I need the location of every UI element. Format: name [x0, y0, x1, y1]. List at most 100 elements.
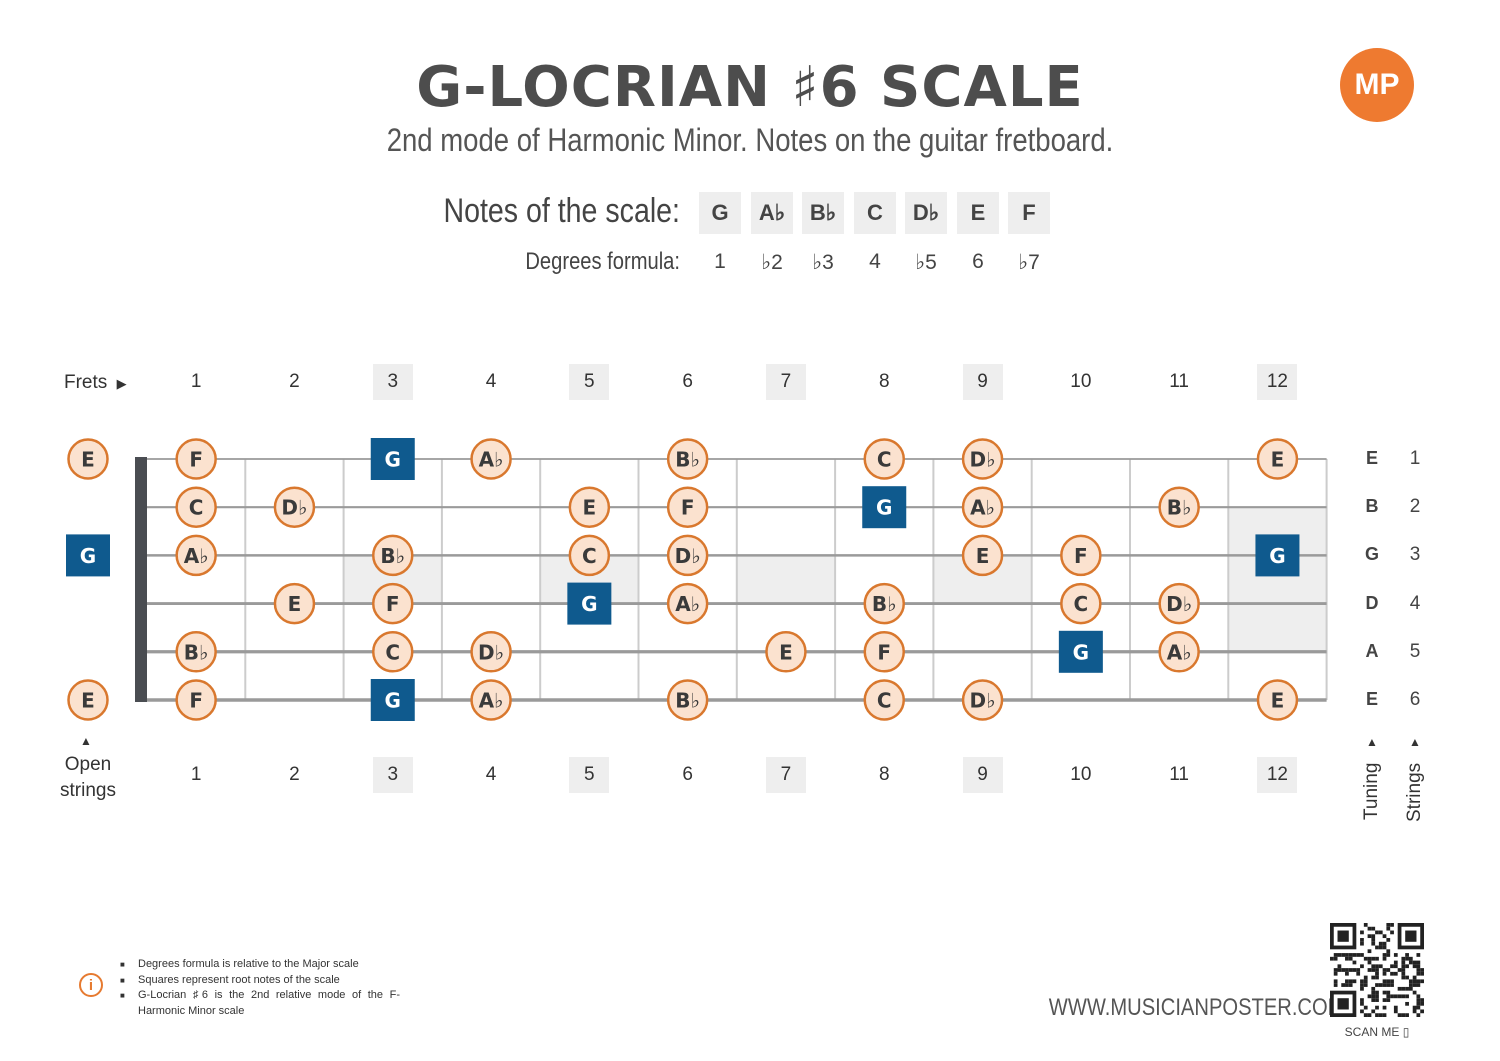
- qr-module: [1367, 1013, 1372, 1017]
- qr-module: [1420, 1001, 1424, 1006]
- note-label: F: [1074, 544, 1088, 568]
- open-strings-label-line2: strings: [60, 780, 116, 801]
- note-label: D♭: [478, 640, 504, 664]
- qr-module: [1360, 953, 1364, 957]
- fret-number: 9: [962, 364, 1003, 400]
- qr-module: [1363, 1013, 1368, 1017]
- qr-module: [1337, 953, 1342, 957]
- page-subtitle: 2nd mode of Harmonic Minor. Notes on the…: [386, 122, 1114, 158]
- fret-number: 8: [878, 371, 890, 392]
- qr-module: [1371, 986, 1376, 991]
- qr-module: [1408, 960, 1413, 965]
- qr-module: [1371, 968, 1376, 972]
- frets-label: Frets ▶: [64, 372, 127, 394]
- qr-module: [1382, 953, 1387, 957]
- qr-module: [1345, 956, 1349, 961]
- note-circle: [1060, 534, 1102, 577]
- qr-module: [1416, 1001, 1421, 1006]
- qr-module: [1375, 956, 1379, 961]
- qr-module: [1416, 1013, 1421, 1017]
- qr-module: [1378, 930, 1383, 935]
- qr-module: [1408, 983, 1413, 987]
- qr-module: [1333, 971, 1338, 976]
- note-label: B♭: [675, 689, 700, 713]
- fret-number: 12: [1257, 364, 1298, 400]
- scale-notes-label: Notes of the scale:: [443, 192, 680, 230]
- qr-module: [1416, 971, 1421, 976]
- fret-number: 7: [765, 364, 806, 400]
- qr-module: [1371, 926, 1376, 931]
- qr-module: [1375, 1013, 1379, 1017]
- note-circle: [175, 438, 217, 480]
- qr-module: [1393, 964, 1398, 969]
- string-number: 4: [1409, 592, 1421, 614]
- qr-module: [1345, 971, 1349, 976]
- fret-number: 2: [289, 764, 300, 785]
- qr-module: [1412, 979, 1417, 984]
- tuning-label: Tuning: [1361, 762, 1382, 820]
- note-label: G: [1073, 640, 1089, 664]
- scan-me-text: SCAN ME: [1344, 1025, 1400, 1039]
- website-link[interactable]: WWW.MUSICIANPOSTER.COM: [1048, 994, 1345, 1021]
- note-circle: [67, 679, 109, 721]
- scale-note: F: [1008, 192, 1050, 234]
- note-circle: [1158, 582, 1200, 625]
- tuning-note: G: [1364, 544, 1379, 565]
- frets-label-text: Frets: [64, 372, 108, 393]
- qr-module: [1337, 968, 1342, 972]
- qr-module: [1386, 953, 1391, 957]
- fret-number: 4: [485, 371, 497, 392]
- qr-module: [1356, 971, 1361, 976]
- qr-module: [1341, 968, 1346, 972]
- qr-module: [1375, 975, 1379, 980]
- qr-module: [1371, 938, 1376, 942]
- qr-module: [1390, 971, 1394, 976]
- scale-note: E: [957, 192, 999, 234]
- qr-module: [1345, 983, 1349, 987]
- open-strings-label: Open strings: [50, 752, 126, 804]
- qr-module: [1363, 983, 1368, 987]
- note-circle: [175, 534, 217, 577]
- qr-module: [1382, 983, 1387, 987]
- qr-module: [1375, 964, 1379, 969]
- note-circle: [961, 438, 1004, 480]
- fret-number: 6: [682, 764, 693, 785]
- root-note-square: [1255, 534, 1300, 577]
- qr-code[interactable]: [1330, 923, 1424, 1017]
- qr-module: [1378, 1013, 1383, 1017]
- fret-number: 10: [1070, 764, 1092, 785]
- qr-module: [1333, 983, 1338, 987]
- qr-module: [1401, 1013, 1406, 1017]
- qr-module: [1405, 1001, 1409, 1006]
- note-circle: [765, 631, 807, 673]
- note-label: E: [81, 448, 95, 472]
- qr-module: [1420, 1009, 1424, 1014]
- note-label: F: [877, 640, 891, 664]
- qr-module: [1360, 938, 1364, 942]
- qr-module: [1412, 990, 1417, 995]
- note-label: D♭: [1166, 592, 1192, 616]
- note-label: B♭: [675, 448, 700, 472]
- qr-module: [1345, 968, 1349, 972]
- brand-logo[interactable]: MP: [1340, 48, 1414, 122]
- qr-module: [1390, 983, 1394, 987]
- note-label: C: [189, 496, 204, 520]
- qr-module: [1382, 979, 1387, 984]
- qr-module: [1401, 968, 1406, 972]
- note-circle: [470, 438, 512, 480]
- fret-number: 3: [372, 757, 413, 793]
- qr-finder: [1405, 930, 1417, 942]
- note-circle: [666, 438, 709, 480]
- note-label: C: [877, 448, 892, 472]
- note-label: E: [288, 592, 302, 616]
- fret-number: 1: [190, 764, 202, 785]
- note-label: G: [1269, 544, 1285, 568]
- root-note-square: [370, 438, 415, 480]
- qr-module: [1393, 1009, 1398, 1014]
- scan-me-label: SCAN ME ▯: [1330, 1025, 1424, 1039]
- qr-module: [1375, 971, 1379, 976]
- qr-module: [1393, 953, 1398, 957]
- qr-module: [1371, 1009, 1376, 1014]
- note-label: B♭: [184, 640, 209, 664]
